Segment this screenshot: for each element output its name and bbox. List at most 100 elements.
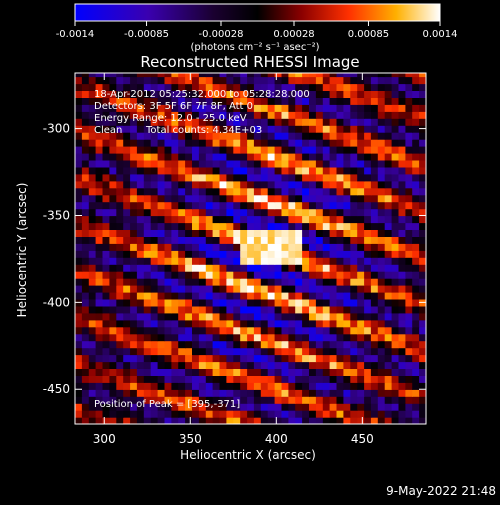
heatmap-cell bbox=[164, 389, 172, 397]
heatmap-cell bbox=[391, 166, 400, 175]
heatmap-cell bbox=[247, 375, 255, 383]
heatmap-cell bbox=[260, 257, 269, 265]
heatmap-cell bbox=[412, 215, 420, 224]
heatmap-cell bbox=[274, 396, 283, 404]
heatmap-cell bbox=[157, 368, 166, 376]
colorbar-ticks: -0.0014 -0.00085 -0.00028 0.00028 0.00085 0.0… bbox=[56, 21, 458, 40]
heatmap-cell bbox=[322, 271, 331, 279]
heatmap-cell bbox=[253, 319, 262, 328]
heatmap-cell bbox=[192, 152, 200, 161]
heatmap-cell bbox=[212, 97, 221, 105]
heatmap-cell bbox=[405, 382, 413, 390]
heatmap-cell bbox=[136, 90, 145, 98]
heatmap-cell bbox=[274, 382, 283, 390]
heatmap-cell bbox=[247, 236, 255, 244]
heatmap-cell bbox=[295, 319, 303, 328]
heatmap-cell bbox=[274, 243, 283, 251]
heatmap-cell bbox=[123, 389, 131, 397]
heatmap-cell bbox=[274, 389, 283, 397]
heatmap-cell bbox=[171, 319, 179, 328]
heatmap-cell bbox=[377, 319, 386, 328]
heatmap-cell bbox=[150, 361, 159, 369]
heatmap-cell bbox=[295, 76, 303, 85]
heatmap-cell bbox=[288, 187, 296, 196]
heatmap-cell bbox=[364, 83, 372, 91]
heatmap-cell bbox=[398, 125, 406, 133]
heatmap-cell bbox=[109, 417, 117, 424]
heatmap-cell bbox=[384, 354, 393, 363]
heatmap-cell bbox=[281, 389, 289, 397]
heatmap-cell bbox=[260, 118, 269, 126]
heatmap-cell bbox=[171, 159, 179, 168]
heatmap-cell bbox=[212, 180, 221, 189]
heatmap-cell bbox=[192, 319, 200, 328]
heatmap-cell bbox=[260, 201, 269, 210]
heatmap-cell bbox=[267, 278, 276, 286]
heatmap-cell bbox=[364, 125, 372, 133]
heatmap-cell bbox=[185, 229, 193, 237]
heatmap-cell bbox=[171, 257, 179, 265]
heatmap-cell bbox=[95, 319, 104, 328]
heatmap-cell bbox=[350, 326, 358, 335]
heatmap-cell bbox=[384, 361, 393, 369]
heatmap-cell bbox=[130, 83, 138, 91]
heatmap-cell bbox=[95, 236, 104, 244]
heatmap-cell bbox=[253, 215, 262, 224]
heatmap-cell bbox=[419, 229, 426, 237]
heatmap-cell bbox=[364, 229, 372, 237]
heatmap-cell bbox=[322, 305, 331, 314]
heatmap-cell bbox=[419, 403, 426, 411]
heatmap-cell bbox=[364, 139, 372, 147]
heatmap-cell bbox=[364, 389, 372, 397]
heatmap-cell bbox=[95, 382, 104, 390]
heatmap-cell bbox=[267, 159, 276, 168]
heatmap-cell bbox=[212, 354, 221, 363]
heatmap-cell bbox=[370, 73, 379, 78]
heatmap-cell bbox=[226, 347, 234, 356]
heatmap-cell bbox=[81, 166, 90, 175]
heatmap-cell bbox=[350, 368, 358, 376]
heatmap-cell bbox=[370, 278, 379, 286]
heatmap-cell bbox=[150, 354, 159, 363]
heatmap-cell bbox=[143, 83, 152, 91]
heatmap-cell bbox=[81, 159, 90, 168]
heatmap-cell bbox=[253, 236, 262, 244]
heatmap-cell bbox=[329, 236, 338, 244]
heatmap-cell bbox=[398, 73, 406, 78]
heatmap-cell bbox=[143, 375, 152, 383]
heatmap-cell bbox=[260, 125, 269, 133]
heatmap-cell bbox=[391, 354, 400, 363]
heatmap-cell bbox=[384, 285, 393, 293]
heatmap-cell bbox=[350, 347, 358, 356]
heatmap-cell bbox=[150, 201, 159, 210]
heatmap-cell bbox=[178, 396, 186, 404]
heatmap-cell bbox=[150, 368, 159, 376]
heatmap-cell bbox=[150, 125, 159, 133]
heatmap-cell bbox=[164, 285, 172, 293]
heatmap-cell bbox=[288, 132, 296, 140]
heatmap-cell bbox=[157, 215, 166, 224]
heatmap-cell bbox=[260, 250, 269, 258]
heatmap-cell bbox=[164, 97, 172, 105]
heatmap-cell bbox=[350, 403, 358, 411]
heatmap-cell bbox=[233, 347, 241, 356]
heatmap-cell bbox=[343, 173, 351, 182]
heatmap-cell bbox=[143, 410, 152, 418]
heatmap-cell bbox=[267, 291, 276, 300]
heatmap-cell bbox=[412, 250, 420, 258]
heatmap-cell bbox=[384, 215, 393, 224]
heatmap-cell bbox=[364, 90, 372, 98]
heatmap-cell bbox=[295, 173, 303, 182]
heatmap-cell bbox=[171, 417, 179, 424]
heatmap-cell bbox=[185, 159, 193, 168]
heatmap-cell bbox=[171, 187, 179, 196]
heatmap-cell bbox=[322, 417, 331, 424]
heatmap-cell bbox=[391, 361, 400, 369]
heatmap-cell bbox=[343, 97, 351, 105]
heatmap-cell bbox=[185, 271, 193, 279]
heatmap-cell bbox=[88, 319, 97, 328]
heatmap-cell bbox=[391, 291, 400, 300]
heatmap-cell bbox=[350, 229, 358, 237]
heatmap-cell bbox=[178, 187, 186, 196]
heatmap-cell bbox=[247, 319, 255, 328]
